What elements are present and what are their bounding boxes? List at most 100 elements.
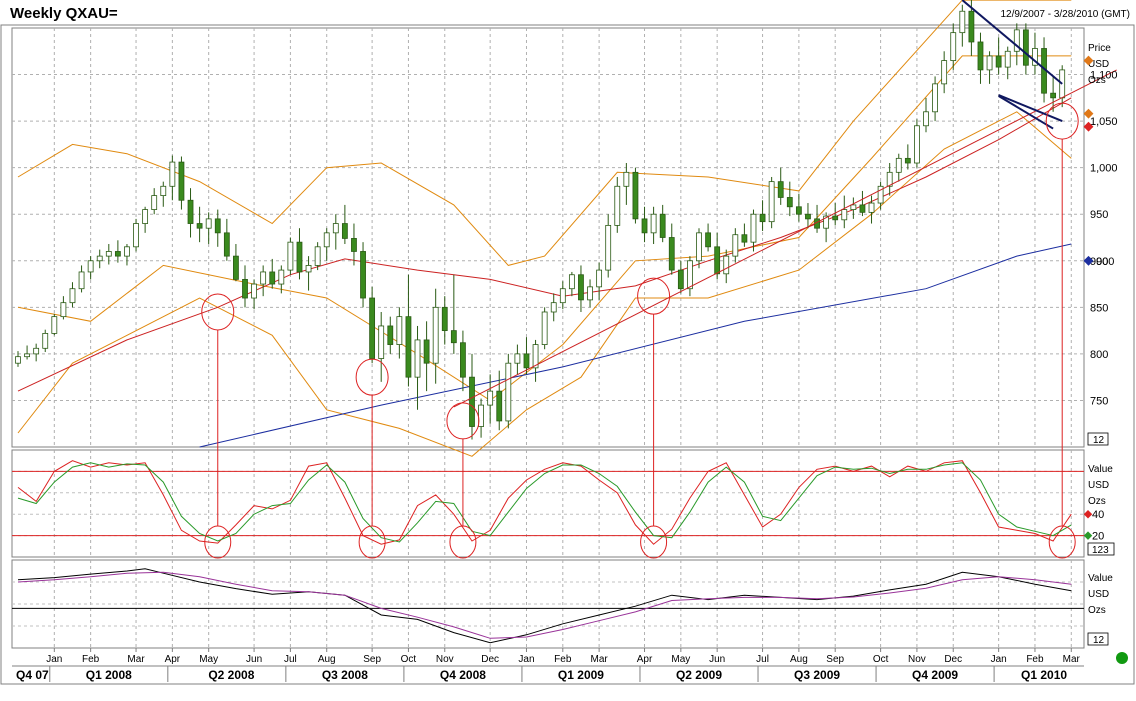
candle-body xyxy=(441,306,448,332)
candle-body xyxy=(632,171,639,220)
price-axis-box-label: 12 xyxy=(1093,435,1105,446)
candle-body xyxy=(805,213,811,220)
price-tick-label: 1,050 xyxy=(1090,116,1118,128)
price-tick-label: 900 xyxy=(1090,256,1108,268)
macd-axis-title: Ozs xyxy=(1088,605,1106,616)
price-marker-label: 900 xyxy=(1096,256,1114,268)
candle-body xyxy=(977,41,984,71)
price-tick-label: 850 xyxy=(1090,302,1108,314)
month-label: Jul xyxy=(756,654,769,665)
candle-body xyxy=(87,260,94,273)
candle-body xyxy=(1050,92,1057,99)
candle-body xyxy=(587,286,593,301)
candle-body xyxy=(351,238,357,252)
month-label: Jun xyxy=(246,654,262,665)
candle-body xyxy=(114,251,121,257)
candle-body xyxy=(51,316,58,334)
candle-body xyxy=(242,278,248,299)
candle-body xyxy=(151,195,158,210)
price-axis-box xyxy=(1087,432,1109,446)
candle-body xyxy=(187,199,194,224)
month-label: Sep xyxy=(363,654,381,665)
stoch-axis-box-label: 123 xyxy=(1092,545,1109,556)
month-label: Aug xyxy=(318,654,336,665)
candle-body xyxy=(405,316,412,378)
candle-body xyxy=(532,344,539,369)
candle-body xyxy=(759,213,766,223)
candle-body xyxy=(278,269,285,285)
candle-body xyxy=(550,302,557,313)
outer-frame xyxy=(0,24,1135,685)
candle-body xyxy=(314,246,321,266)
candle-body xyxy=(214,218,221,234)
candle-body xyxy=(1004,50,1011,68)
candle-body xyxy=(305,265,312,273)
candle-body xyxy=(914,125,920,164)
candle-body xyxy=(886,171,893,187)
month-label: Oct xyxy=(873,654,889,665)
price-overlay-line xyxy=(199,243,1072,448)
candle-body xyxy=(124,246,130,257)
price-tick-label: 1,100 xyxy=(1090,70,1118,82)
candle-body xyxy=(732,234,739,257)
month-label: Nov xyxy=(436,654,454,665)
candle-body xyxy=(596,269,603,288)
candle-body xyxy=(160,185,167,197)
candle-body xyxy=(941,60,948,85)
macd-axis-box-label: 12 xyxy=(1093,635,1105,646)
candle-body xyxy=(795,206,802,215)
candle-body xyxy=(641,218,648,234)
candle-body xyxy=(360,251,366,299)
candle-body xyxy=(24,353,30,358)
trendline xyxy=(998,95,1054,130)
month-label: Jun xyxy=(709,654,725,665)
candle-body xyxy=(1013,29,1020,52)
candle-body xyxy=(60,302,67,318)
month-label: Feb xyxy=(1026,654,1044,665)
trendline xyxy=(998,94,1063,123)
candle-body xyxy=(514,353,521,364)
candle-body xyxy=(968,10,975,43)
month-label: Nov xyxy=(908,654,926,665)
candle-body xyxy=(450,330,457,344)
price-axis-title: USD xyxy=(1088,59,1109,70)
candle-body xyxy=(423,339,430,364)
candle-body xyxy=(841,209,848,221)
month-label: Jan xyxy=(518,654,534,665)
quarter-label: Q4 2008 xyxy=(440,668,486,682)
price-tick-label: 800 xyxy=(1090,349,1108,361)
price-overlay-line xyxy=(17,111,1072,457)
candle-body xyxy=(995,55,1002,68)
candle-body xyxy=(178,161,185,201)
macd-axis-title: Value xyxy=(1088,573,1113,584)
candle-body xyxy=(133,223,139,248)
candle-body xyxy=(42,333,49,349)
quarter-label: Q4 2009 xyxy=(912,668,958,682)
candle-body xyxy=(823,215,830,229)
month-label: Sep xyxy=(826,654,844,665)
candle-body xyxy=(223,232,230,257)
candle-body xyxy=(387,325,394,345)
candle-body xyxy=(714,246,721,275)
candle-body xyxy=(777,181,784,198)
price-axis-title: Ozs xyxy=(1088,75,1106,86)
price-marker-diamond xyxy=(1083,55,1094,66)
candle-body xyxy=(750,213,757,243)
candle-body xyxy=(287,241,294,271)
candle-body xyxy=(205,218,212,229)
candle-body xyxy=(877,185,884,204)
candle-body xyxy=(895,157,902,173)
quarter-label: Q3 2009 xyxy=(794,668,840,682)
candle-body xyxy=(668,237,675,271)
quarter-label: Q4 07 xyxy=(16,668,49,682)
candle-body xyxy=(96,255,103,262)
month-label: Jan xyxy=(991,654,1007,665)
candle-body xyxy=(850,204,857,210)
month-label: Mar xyxy=(127,654,145,665)
candle-body xyxy=(105,251,112,257)
candle-body xyxy=(1032,48,1038,66)
candle-body xyxy=(541,311,548,345)
price-marker-diamond xyxy=(1083,108,1094,119)
candle-body xyxy=(605,224,612,271)
